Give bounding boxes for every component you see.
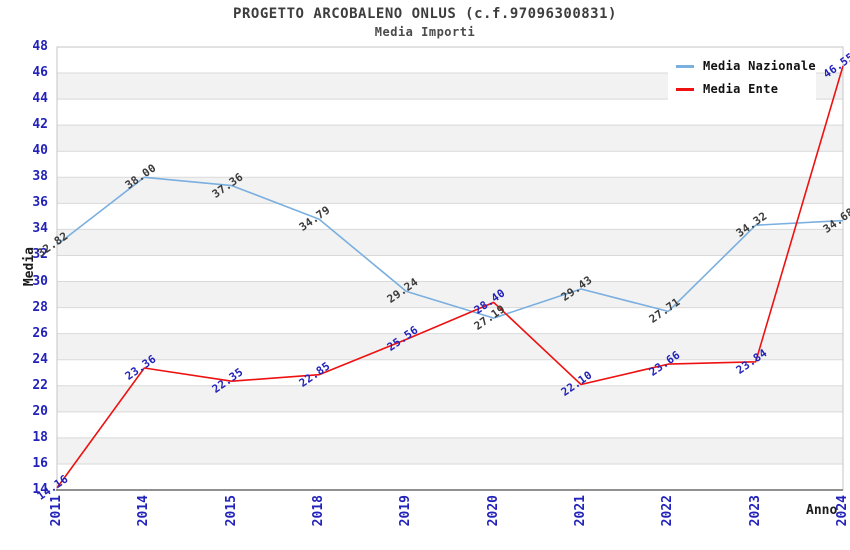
x-tick-label: 2023 bbox=[747, 495, 763, 527]
legend: Media Nazionale Media Ente bbox=[668, 52, 816, 103]
y-tick-label: 24 bbox=[32, 351, 48, 367]
y-axis-title: Media bbox=[22, 247, 37, 287]
y-tick-label: 22 bbox=[32, 377, 48, 393]
media-ente-line-swatch bbox=[676, 87, 694, 91]
chart-subtitle: Media Importi bbox=[374, 25, 476, 39]
y-tick-label: 16 bbox=[32, 455, 48, 471]
y-tick-label: 20 bbox=[32, 403, 48, 419]
x-tick-label: 2022 bbox=[660, 495, 676, 527]
legend-item-media-ente: Media Ente bbox=[676, 82, 808, 96]
y-tick-label: 26 bbox=[32, 325, 48, 341]
y-tick-label: 14 bbox=[32, 482, 48, 497]
y-tick-label: 44 bbox=[32, 91, 48, 107]
x-tick-label: 2015 bbox=[223, 495, 239, 527]
legend-item-media-nazionale: Media Nazionale bbox=[676, 59, 816, 73]
x-tick-label: 2019 bbox=[398, 495, 414, 527]
y-tick-label: 36 bbox=[32, 195, 48, 211]
legend-label-media-ente: Media Ente bbox=[703, 82, 779, 96]
x-tick-label: 2021 bbox=[573, 495, 588, 527]
y-tick-label: 38 bbox=[32, 169, 48, 185]
x-tick-label: 2014 bbox=[136, 495, 152, 527]
y-tick-label: 30 bbox=[32, 273, 48, 289]
x-tick-label: 2011 bbox=[49, 495, 64, 527]
y-tick-label: 18 bbox=[32, 429, 48, 445]
y-tick-label: 48 bbox=[32, 39, 48, 54]
chart-title: PROGETTO ARCOBALENO ONLUS (c.f.970963008… bbox=[233, 6, 617, 22]
y-tick-label: 42 bbox=[32, 117, 48, 133]
legend-label-media-nazionale: Media Nazionale bbox=[703, 59, 816, 73]
y-tick-label: 28 bbox=[32, 299, 48, 315]
y-tick-label: 40 bbox=[32, 143, 48, 159]
y-tick-label: 32 bbox=[32, 247, 48, 263]
x-tick-label: 2020 bbox=[485, 495, 501, 527]
x-axis-title: Anno bbox=[806, 503, 838, 518]
y-tick-label: 46 bbox=[32, 65, 48, 81]
media-nazionale-line-swatch bbox=[676, 64, 694, 68]
x-tick-label: 2018 bbox=[311, 495, 326, 527]
y-tick-label: 34 bbox=[32, 221, 48, 237]
